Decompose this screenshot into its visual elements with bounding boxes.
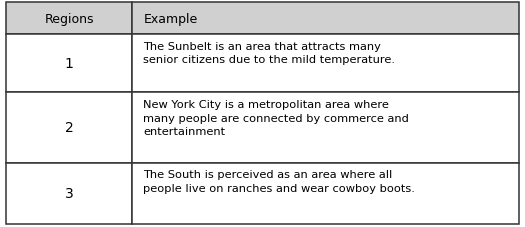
Bar bbox=[132, 3, 519, 35]
Bar bbox=[132, 163, 519, 224]
Bar bbox=[132, 93, 519, 163]
Text: Example: Example bbox=[143, 12, 197, 25]
Text: The Sunbelt is an area that attracts many
senior citizens due to the mild temper: The Sunbelt is an area that attracts man… bbox=[143, 42, 395, 65]
Text: Regions: Regions bbox=[44, 12, 94, 25]
Text: 1: 1 bbox=[65, 57, 74, 71]
Text: 2: 2 bbox=[65, 121, 74, 135]
Bar bbox=[6, 35, 132, 93]
Bar bbox=[6, 93, 132, 163]
Text: 3: 3 bbox=[65, 186, 74, 200]
Text: The South is perceived as an area where all
people live on ranches and wear cowb: The South is perceived as an area where … bbox=[143, 170, 415, 193]
Text: New York City is a metropolitan area where
many people are connected by commerce: New York City is a metropolitan area whe… bbox=[143, 100, 410, 137]
Bar bbox=[132, 35, 519, 93]
Bar bbox=[6, 3, 132, 35]
Bar bbox=[6, 163, 132, 224]
